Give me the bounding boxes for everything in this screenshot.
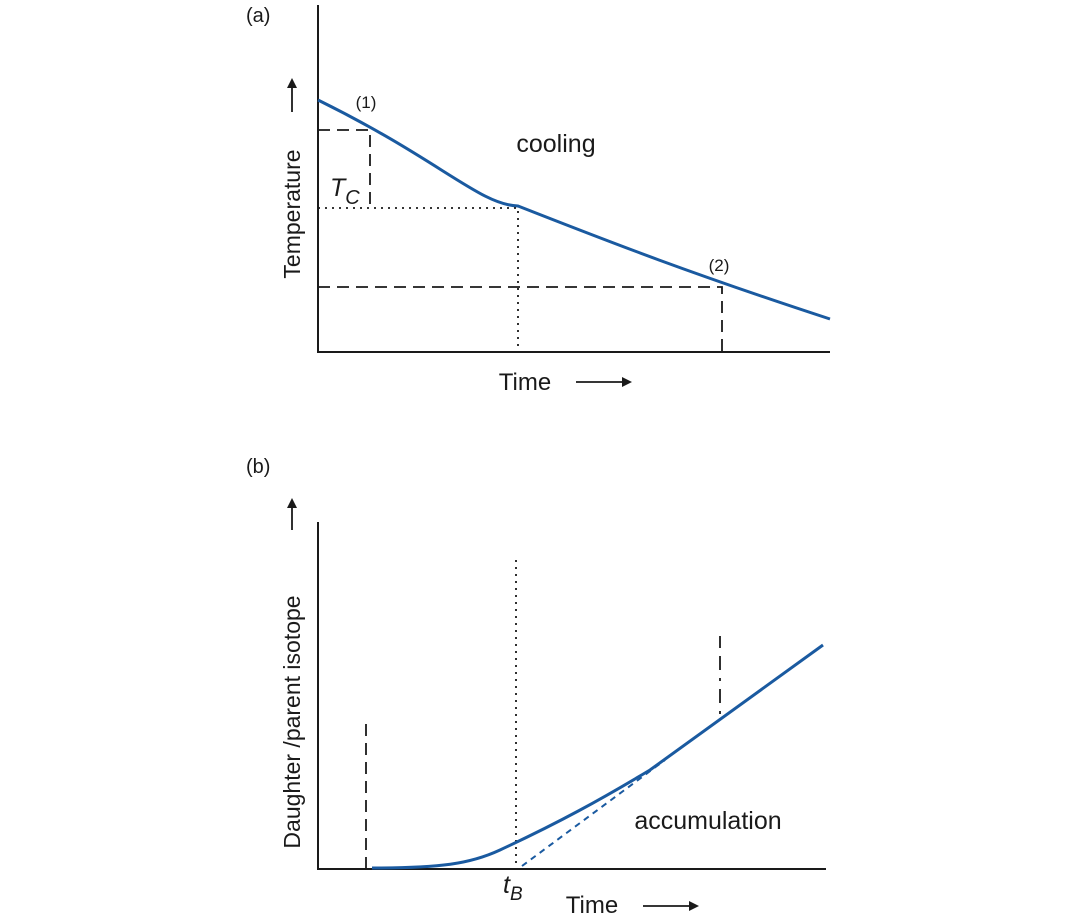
tc-main: T bbox=[330, 174, 347, 202]
tb-sub: B bbox=[510, 884, 523, 905]
tc-label: TC bbox=[330, 174, 360, 209]
panel-b: (b) Daughter /parent isotope Time accumu… bbox=[246, 456, 826, 917]
panel-b-label: (b) bbox=[246, 456, 270, 478]
cooling-curve bbox=[317, 98, 831, 321]
panel-a-label: (a) bbox=[246, 5, 270, 27]
point1-label: (1) bbox=[356, 93, 377, 112]
panel-a-xlabel: Time bbox=[499, 369, 551, 396]
extrapolation-line bbox=[521, 759, 666, 867]
panel-b-ylabel: Daughter /parent isotope bbox=[279, 595, 305, 848]
point2-guide bbox=[318, 286, 723, 352]
point2-label: (2) bbox=[709, 256, 730, 275]
accumulation-label: accumulation bbox=[634, 807, 781, 835]
panel-a: (a) Temperature Time (1) (2) cooling TC bbox=[246, 5, 831, 396]
tc-sub: C bbox=[345, 187, 360, 209]
panel-a-ylabel: Temperature bbox=[279, 149, 305, 278]
tb-label: tB bbox=[503, 871, 523, 905]
panel-b-axes bbox=[317, 522, 826, 870]
panel-b-xlabel: Time bbox=[566, 892, 618, 917]
cooling-label: cooling bbox=[516, 130, 595, 158]
accumulation-curve bbox=[371, 643, 824, 870]
point1-guide bbox=[318, 129, 371, 208]
tb-main: t bbox=[503, 871, 511, 899]
tc-guide bbox=[318, 207, 519, 352]
panel-a-axes bbox=[317, 5, 830, 353]
